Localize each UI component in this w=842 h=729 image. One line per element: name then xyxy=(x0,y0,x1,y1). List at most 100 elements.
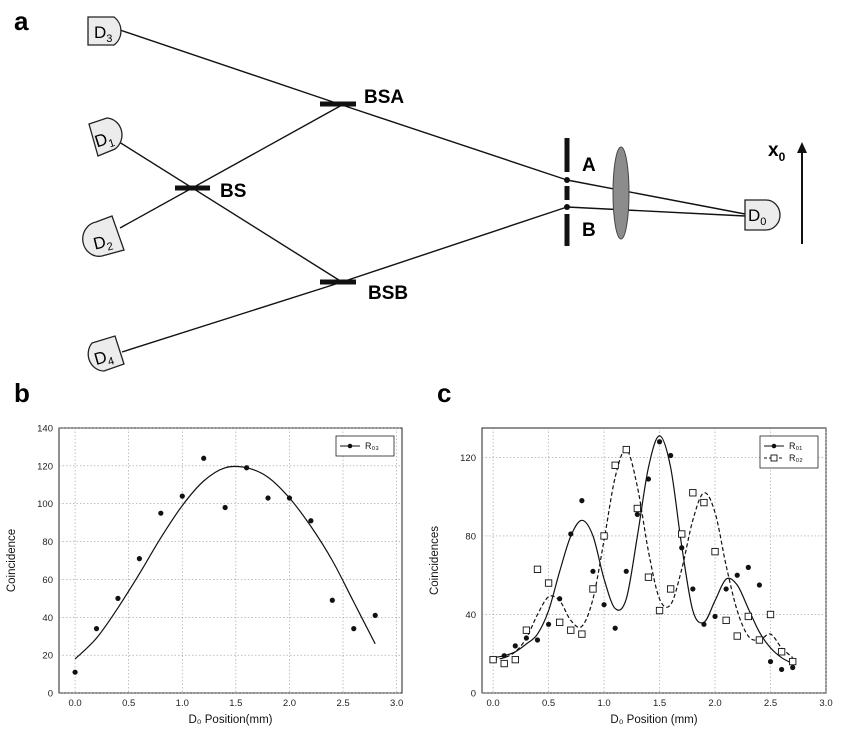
chart-b-xtick-label: 3.0 xyxy=(390,698,403,709)
lens xyxy=(612,146,630,240)
slit-b-aperture xyxy=(564,204,570,210)
chart-c-series-0-point xyxy=(601,602,607,608)
chart-c-series-1-point xyxy=(644,573,653,581)
detector-d4-letter: D xyxy=(92,347,109,369)
chart-c-series-1-point xyxy=(678,530,686,538)
chart-c-legend-box xyxy=(759,435,819,469)
detector-d3: D3 xyxy=(87,16,122,46)
chart-c-y-axis-label: Coincidences xyxy=(429,526,441,595)
chart-b-xtick-label: 2.5 xyxy=(336,698,349,709)
detector-d0-letter: D xyxy=(748,206,760,225)
detector-d1: D1 xyxy=(88,117,123,157)
beam-bsa-slit-a xyxy=(341,104,568,181)
beam-bsb-slit-b xyxy=(341,206,568,283)
chart-c: 0.0 0.5 1.0 1.5 2.0 2.5 3.0 0 40 80 120 D₀ Position… xyxy=(429,427,833,726)
beam-slit-a-d0 xyxy=(566,179,746,215)
chart-c-series-0-point xyxy=(734,572,740,578)
chart-b-xtick-label: 0.5 xyxy=(122,698,135,709)
chart-c-series-1-point xyxy=(700,498,708,507)
chart-c-xtick-label: 2.5 xyxy=(764,698,777,709)
chart-c-series-1-point xyxy=(622,445,630,454)
chart-c-xtick-label: 3.0 xyxy=(819,698,832,709)
chart-b-legend-box xyxy=(335,435,395,457)
chart-b-ytick-label: 20 xyxy=(42,651,53,662)
chart-c-xtick-label: 0.5 xyxy=(542,698,555,709)
chart-c-series-1-point xyxy=(744,612,752,621)
chart-c-legend-marker xyxy=(771,443,777,449)
svg-text:D0: D0 xyxy=(748,206,766,228)
chart-b-series-0-point xyxy=(286,495,293,501)
chart-c-series-1-point xyxy=(511,655,519,664)
chart-c-series-0-point xyxy=(501,653,507,659)
x0-letter: x xyxy=(768,140,779,161)
chart-c-ytick-label: 120 xyxy=(460,453,476,464)
chart-b-ytick-label: 140 xyxy=(37,424,53,435)
chart-b-plot-area xyxy=(58,427,403,694)
chart-b-ytick-label: 100 xyxy=(37,499,53,510)
detector-d1-letter: D xyxy=(92,129,110,151)
detector-d3-letter: D xyxy=(94,23,106,42)
chart-b-legend-label: R₀₃ xyxy=(365,441,379,451)
chart-c-series-0-point xyxy=(790,664,796,671)
chart-c-plot-area xyxy=(481,427,827,694)
chart-c-xtick-label: 2.0 xyxy=(708,698,721,709)
detector-d0-body xyxy=(744,199,781,231)
detector-d3-body xyxy=(87,16,122,46)
chart-c-series-0-point xyxy=(579,498,585,504)
svg-text:D1: D1 xyxy=(92,128,116,155)
detector-d4-subscript: 4 xyxy=(107,355,116,368)
chart-c-series-0-point xyxy=(512,643,518,649)
detector-d3-subscript: 3 xyxy=(106,33,112,45)
slit-a-aperture xyxy=(564,177,570,183)
chart-c-series-1-point xyxy=(533,565,542,573)
chart-c-series-1-point xyxy=(489,655,497,664)
label-slit-a: A xyxy=(582,155,596,176)
chart-c-series-0-point xyxy=(668,452,674,459)
chart-c-series-0-point xyxy=(712,613,718,620)
chart-c-series-1-point xyxy=(655,606,664,615)
chart-c-series-1-point xyxy=(611,461,619,469)
detector-d2: D2 xyxy=(82,215,125,257)
panel-b-label: b xyxy=(14,378,30,408)
chart-c-xtick-label: 1.0 xyxy=(597,698,610,709)
chart-b-xtick-label: 1.0 xyxy=(176,698,189,709)
chart-b-series-0-point xyxy=(201,455,207,461)
chart-b-series-0-point xyxy=(351,626,357,632)
panel-a-label: a xyxy=(14,6,29,36)
chart-c-ytick-label: 0 xyxy=(471,689,476,700)
beam-d4-bsb xyxy=(121,281,343,353)
label-bsa: BSA xyxy=(364,87,404,108)
chart-c-series-0-fit-line xyxy=(492,435,793,665)
chart-c-series-1-point xyxy=(789,657,797,666)
chart-b-series-0-point xyxy=(222,504,228,511)
beam-d1-bsb xyxy=(115,139,343,283)
beam-d3-bsa xyxy=(119,29,343,106)
svg-text:x0: x0 xyxy=(768,140,786,164)
chart-b-xtick-label: 0.0 xyxy=(68,698,81,709)
detector-d2-letter: D xyxy=(91,232,108,253)
beam-slit-b-d0 xyxy=(566,206,746,217)
chart-c-series-1-point xyxy=(689,489,697,497)
chart-b-series-0-point xyxy=(93,626,100,632)
chart-c-series-1-point xyxy=(766,610,775,619)
x0-axis-arrow: x0 xyxy=(768,140,807,244)
detector-d0: D0 xyxy=(744,199,781,231)
beam-bsa-d2 xyxy=(119,104,343,229)
detector-d4-body xyxy=(87,335,125,372)
chart-c-series-0-point xyxy=(745,564,751,570)
chart-c-series-1-fit-line xyxy=(493,448,794,661)
chart-c-series-1-point xyxy=(500,659,508,668)
chart-c-series-1-point xyxy=(777,648,786,656)
chart-c-series-0-point xyxy=(767,658,774,665)
chart-b-ytick-label: 80 xyxy=(42,537,53,548)
chart-b-y-axis-label: Coincidence xyxy=(6,529,18,592)
x0-arrow-head xyxy=(797,142,807,153)
chart-b-xtick-label: 2.0 xyxy=(283,698,296,709)
panel-c-label: c xyxy=(437,378,451,408)
chart-b-ytick-label: 0 xyxy=(48,689,53,700)
chart-c-series-0-point xyxy=(645,476,652,482)
label-bsb: BSB xyxy=(368,283,408,304)
chart-c-series-1-point xyxy=(722,616,730,625)
chart-c-series-0-point xyxy=(656,439,663,445)
chart-b-series-0-point xyxy=(329,597,335,603)
